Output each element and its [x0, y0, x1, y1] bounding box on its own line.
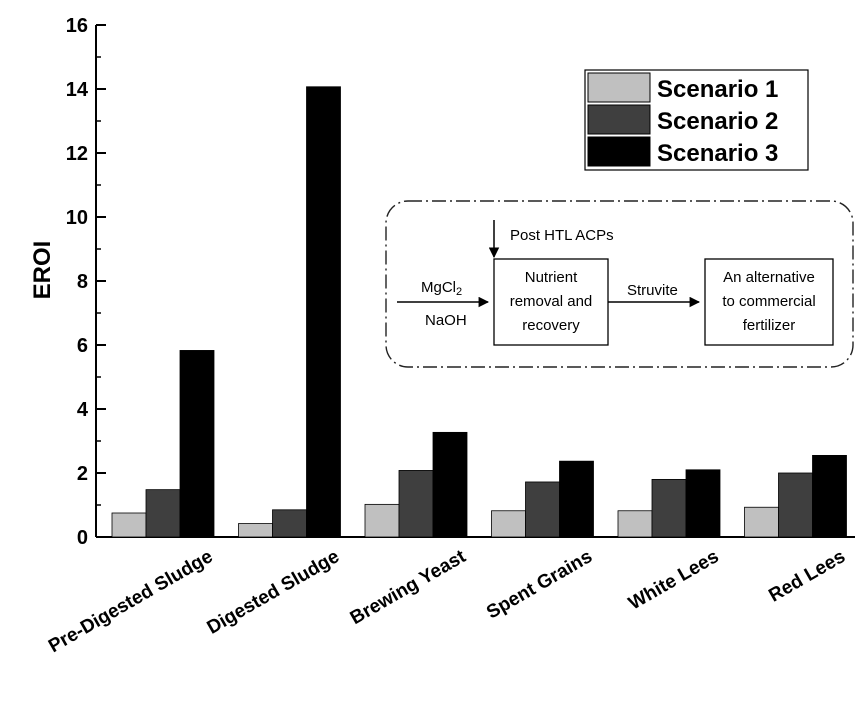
bars: [111, 86, 847, 538]
y-tick-label: 0: [77, 527, 88, 549]
inset-output-line-1: An alternative: [723, 269, 815, 286]
inset-process-line-2: removal and: [510, 293, 593, 310]
bar-1-4: [491, 510, 526, 538]
y-tick-label: 12: [66, 143, 88, 165]
category-label: Spent Grains: [483, 546, 596, 623]
y-tick-label: 6: [77, 335, 88, 357]
bar-1-5: [617, 510, 653, 538]
inset-arrow-label: Struvite: [627, 282, 678, 299]
y-tick-label: 2: [77, 463, 88, 485]
legend: Scenario 1 Scenario 2 Scenario 3: [584, 69, 809, 171]
y-tick-label: 10: [66, 207, 88, 229]
category-label: Pre-Digested Sludge: [45, 546, 216, 657]
bar-1-2: [238, 523, 273, 538]
bar-3-5: [685, 469, 721, 538]
legend-swatch-2: [587, 104, 651, 135]
inset-input-top: Post HTL ACPs: [510, 227, 614, 244]
y-axis-title: EROI: [29, 241, 56, 300]
process-flow-inset: Post HTL ACPs MgCl2 NaOH Nutrient remova…: [385, 200, 854, 368]
category-label: White Lees: [625, 546, 722, 614]
bar-1-1: [111, 512, 147, 538]
bar-3-3: [432, 431, 468, 538]
inset-output-line-3: fertilizer: [743, 317, 796, 334]
bar-3-1: [179, 350, 215, 538]
bar-3-2: [306, 86, 341, 538]
inset-input-mgcl2: MgCl2: [421, 279, 462, 298]
legend-label-1: Scenario 1: [657, 76, 778, 103]
bar-2-3: [398, 470, 434, 538]
y-tick-label: 14: [66, 79, 89, 101]
inset-process-line-1: Nutrient: [525, 269, 578, 286]
legend-label-3: Scenario 3: [657, 140, 778, 167]
category-label: Digested Sludge: [204, 546, 343, 639]
bar-2-6: [778, 472, 813, 538]
y-tick-label: 8: [77, 271, 88, 293]
category-label: Red Lees: [765, 546, 849, 606]
y-tick-label: 4: [77, 399, 89, 421]
inset-output-box: [704, 258, 834, 346]
inset-input-naoh: NaOH: [425, 312, 467, 329]
bar-2-1: [145, 489, 181, 538]
bar-2-4: [525, 481, 560, 538]
bar-1-3: [364, 503, 400, 538]
inset-process-box: [493, 258, 609, 346]
inset-process-line-3: recovery: [522, 317, 580, 334]
bar-3-6: [812, 454, 847, 538]
legend-swatch-1: [587, 72, 651, 103]
legend-swatch-3: [587, 136, 651, 167]
bar-1-6: [744, 506, 779, 538]
inset-frame: [385, 200, 854, 368]
legend-label-2: Scenario 2: [657, 108, 778, 135]
category-label: Brewing Yeast: [347, 546, 470, 629]
axes: 0 2 4 6 8 10 12 14 16: [66, 15, 855, 549]
bar-2-5: [651, 478, 687, 538]
y-tick-label: 16: [66, 15, 88, 37]
bar-3-4: [559, 460, 594, 538]
inset-output-line-2: to commercial: [722, 293, 815, 310]
bar-2-2: [272, 509, 307, 538]
